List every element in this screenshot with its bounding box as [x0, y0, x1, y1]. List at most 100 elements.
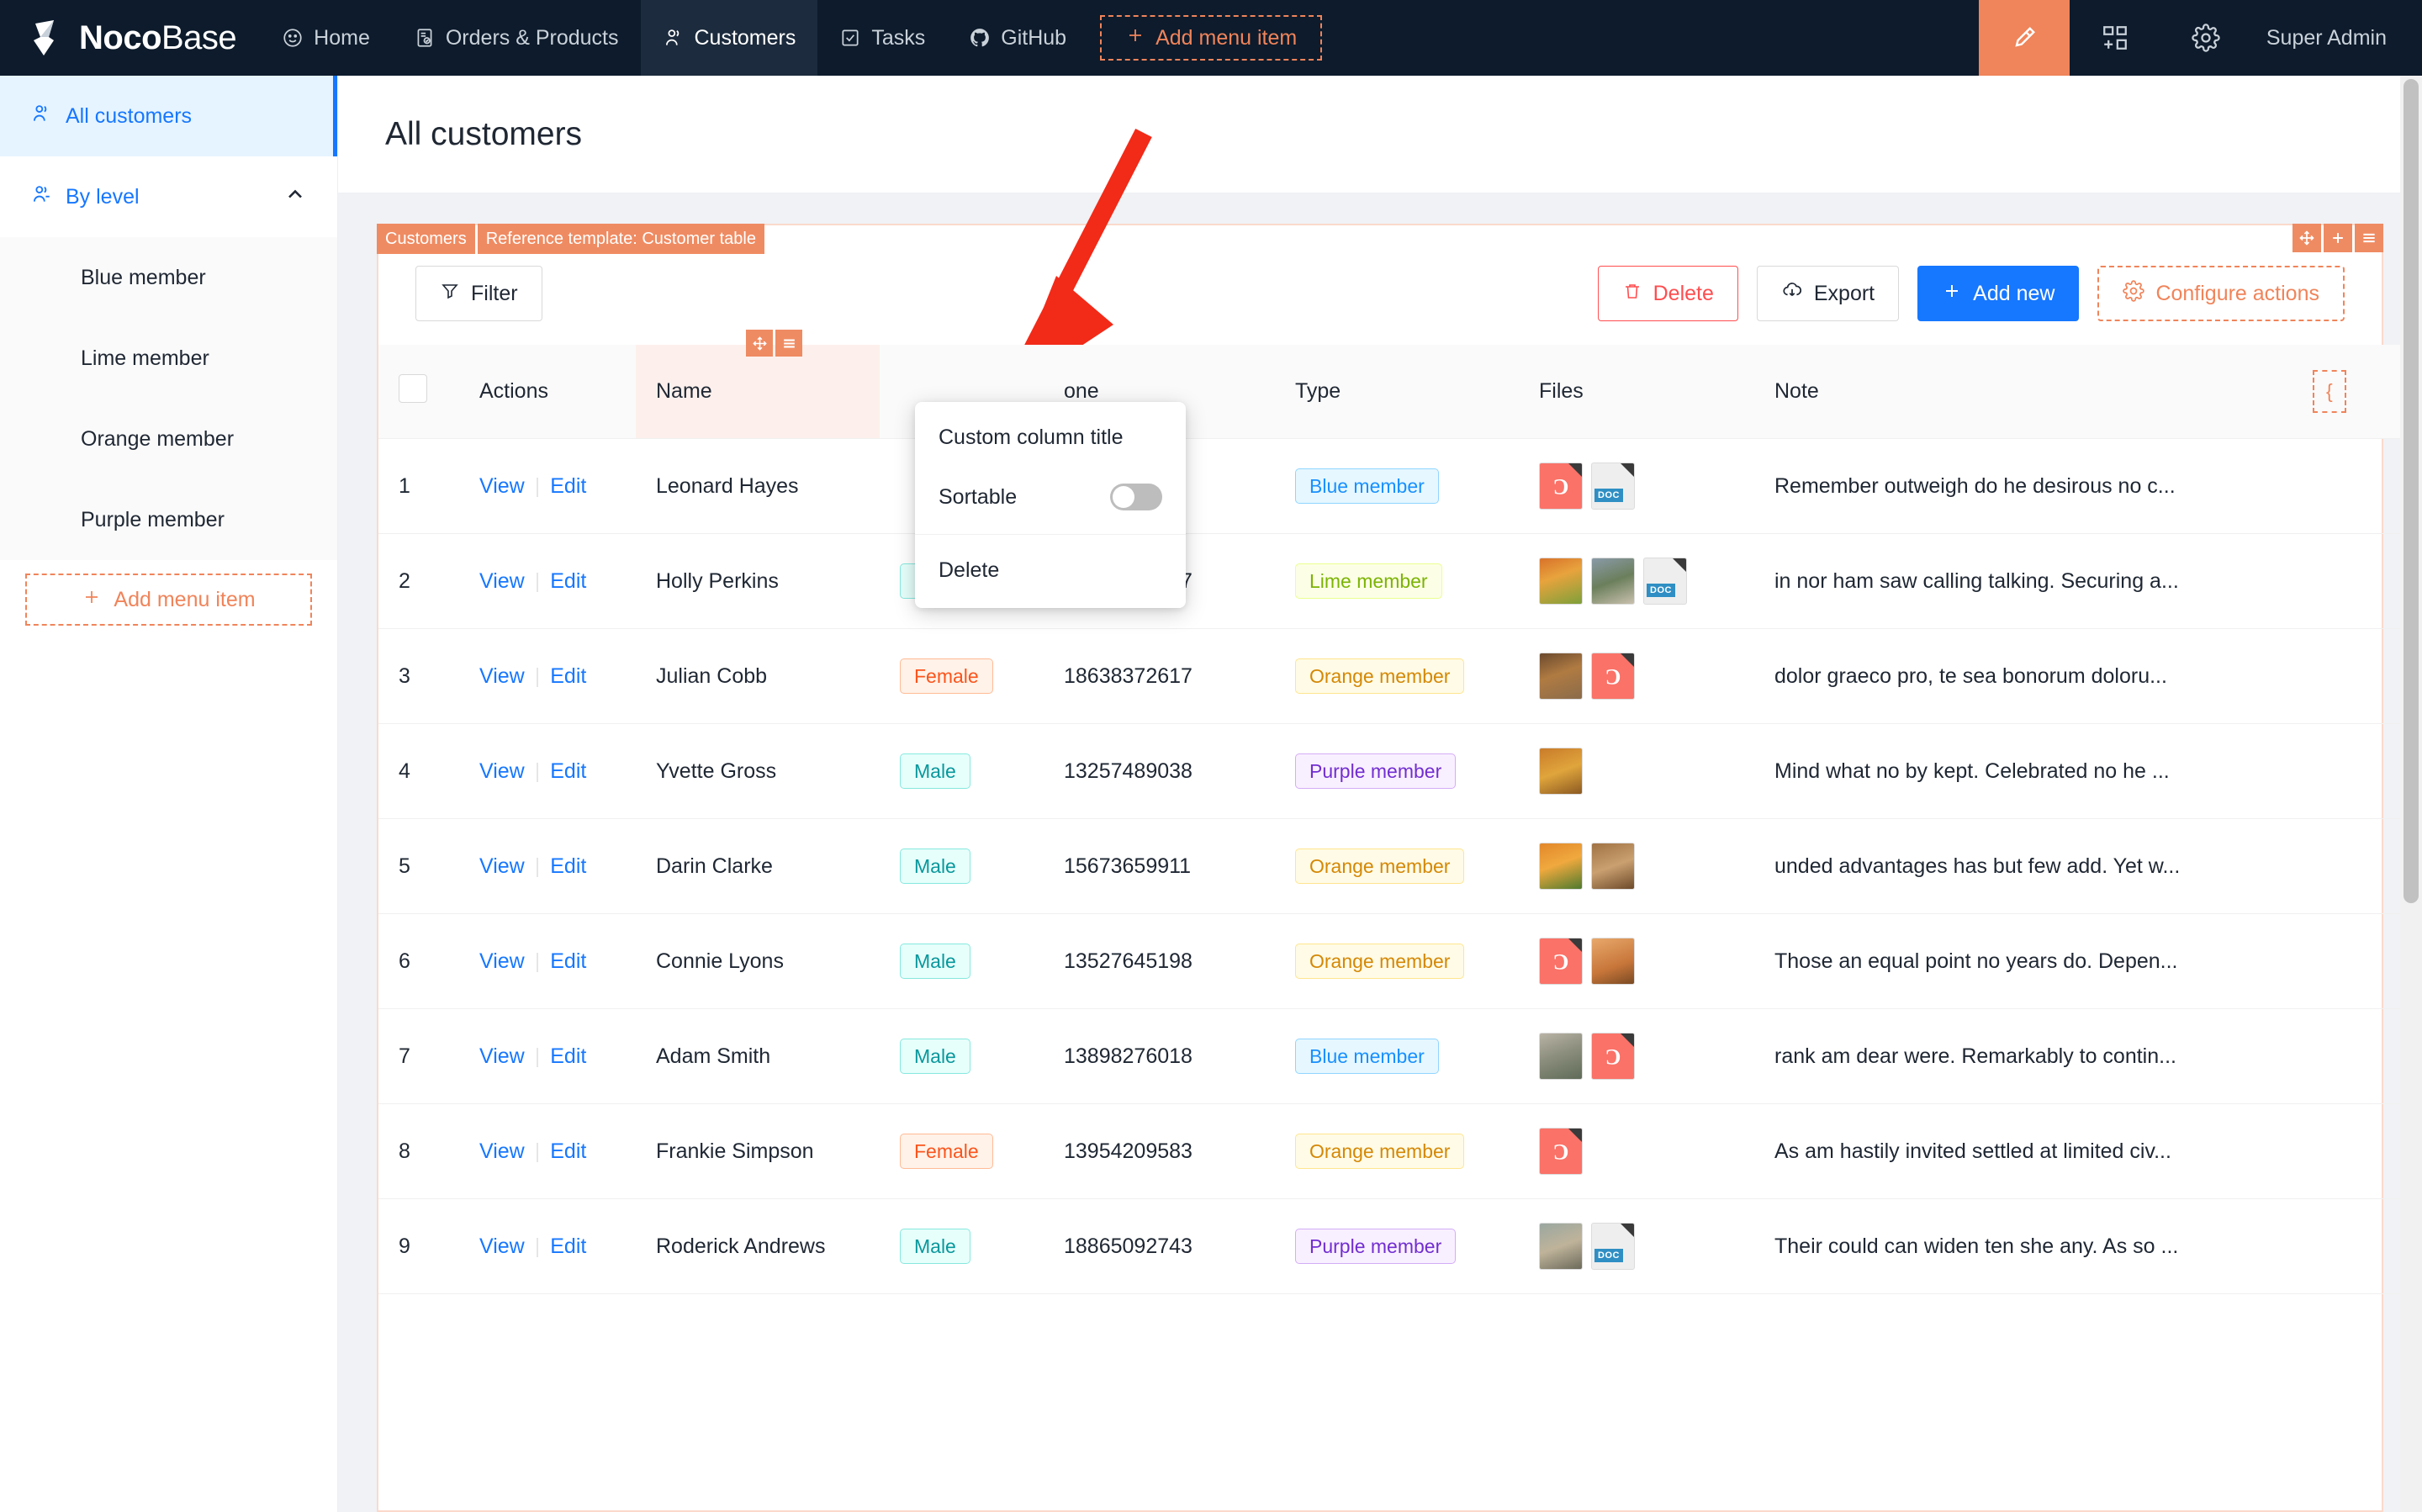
sidebar-item-purple-member[interactable]: Purple member — [0, 479, 337, 560]
add-menu-item-top-button[interactable]: Add menu item — [1100, 15, 1323, 61]
plus-icon[interactable] — [2324, 224, 2352, 252]
vertical-scrollbar[interactable] — [2400, 76, 2422, 1512]
gear-icon[interactable] — [2160, 0, 2251, 76]
edit-link[interactable]: Edit — [550, 854, 587, 878]
view-link[interactable]: View — [479, 1044, 525, 1068]
file-thumb-image[interactable] — [1539, 1223, 1583, 1270]
menu-item-custom-column-title[interactable]: Custom column title — [915, 409, 1186, 467]
table-row[interactable]: 3 View | Edit Julian Cobb Female 18638372617 Or… — [378, 628, 2422, 724]
header-actions[interactable]: Actions — [459, 345, 636, 439]
view-link[interactable]: View — [479, 1139, 525, 1163]
edit-link[interactable]: Edit — [550, 1139, 587, 1163]
file-thumb-doc-icon[interactable]: DOC — [1591, 1223, 1635, 1270]
action-separator: | — [534, 1234, 541, 1258]
file-thumb-image[interactable] — [1591, 938, 1635, 985]
cell-gender: Male — [880, 818, 1044, 914]
nav-item-tasks[interactable]: Tasks — [817, 0, 947, 76]
table-row[interactable]: 4 View | Edit Yvette Gross Male 13257489038 Pur… — [378, 723, 2422, 819]
sidebar-item-blue-member[interactable]: Blue member — [0, 237, 337, 318]
table-row[interactable]: 9 View | Edit Roderick Andrews Male 1886509274… — [378, 1198, 2422, 1294]
file-thumb-pdf-icon[interactable]: Ɔ — [1591, 1033, 1635, 1080]
cell-gender: Male — [880, 1198, 1044, 1294]
header-files[interactable]: Files — [1519, 345, 1754, 439]
menu-lines-icon[interactable] — [2355, 224, 2383, 252]
sortable-toggle[interactable] — [1110, 484, 1162, 510]
nav-item-github[interactable]: GitHub — [947, 0, 1088, 76]
view-link[interactable]: View — [479, 854, 525, 878]
delete-button[interactable]: Delete — [1597, 266, 1738, 321]
apps-grid-icon[interactable] — [2070, 0, 2160, 76]
page-title: All customers — [385, 115, 583, 152]
configure-actions-button[interactable]: Configure actions — [2097, 266, 2345, 321]
cell-gender: Male — [880, 1008, 1044, 1104]
header-name-label: Name — [656, 379, 712, 403]
export-button[interactable]: Export — [1756, 266, 1900, 321]
app-logo[interactable]: NocoBase — [0, 0, 260, 76]
block-tag-collection[interactable]: Customers — [377, 224, 475, 254]
cell-name: Frankie Simpson — [636, 1103, 880, 1199]
sidebar-group-by-level[interactable]: By level — [0, 156, 337, 237]
edit-link[interactable]: Edit — [550, 1234, 587, 1258]
filter-button[interactable]: Filter — [415, 266, 542, 321]
sidebar-item-all-customers[interactable]: All customers — [0, 76, 337, 156]
file-thumb-image[interactable] — [1591, 843, 1635, 890]
file-thumb-pdf-icon[interactable]: Ɔ — [1591, 653, 1635, 700]
file-thumb-doc-icon[interactable]: DOC — [1591, 463, 1635, 510]
table-row[interactable]: 5 View | Edit Darin Clarke Male 15673659911 Ora… — [378, 818, 2422, 914]
file-thumb-image[interactable] — [1539, 748, 1583, 795]
header-name[interactable]: Name — [636, 330, 880, 439]
menu-item-delete[interactable]: Delete — [915, 542, 1186, 600]
nav-item-orders-products[interactable]: Orders & Products — [392, 0, 641, 76]
cell-phone: 18638372617 — [1044, 628, 1275, 724]
nav-item-home[interactable]: Home — [260, 0, 392, 76]
view-link[interactable]: View — [479, 568, 525, 593]
file-thumb-image[interactable] — [1591, 558, 1635, 605]
chevron-up-icon[interactable] — [283, 182, 307, 212]
view-link[interactable]: View — [479, 759, 525, 783]
user-menu[interactable]: Super Admin — [2251, 0, 2422, 76]
file-thumb-pdf-icon[interactable]: Ɔ — [1539, 463, 1583, 510]
file-thumb-image[interactable] — [1539, 558, 1583, 605]
table-row[interactable]: 6 View | Edit Connie Lyons Male 13527645198 Ora… — [378, 913, 2422, 1009]
nav-item-orders-products-label: Orders & Products — [445, 25, 619, 50]
file-thumb-image[interactable] — [1539, 653, 1583, 700]
sidebar-item-orange-member[interactable]: Orange member — [0, 399, 337, 479]
header-type[interactable]: Type — [1275, 345, 1519, 439]
logo-text-secondary: Base — [161, 19, 237, 56]
view-link[interactable]: View — [479, 1234, 525, 1258]
header-note[interactable]: Note — [1754, 345, 2292, 439]
edit-link[interactable]: Edit — [550, 568, 587, 593]
file-thumb-pdf-icon[interactable]: Ɔ — [1539, 938, 1583, 985]
table-row[interactable]: 7 View | Edit Adam Smith Male 13898276018 Blue … — [378, 1008, 2422, 1104]
edit-link[interactable]: Edit — [550, 473, 587, 498]
view-link[interactable]: View — [479, 663, 525, 688]
block-tag-template[interactable]: Reference template: Customer table — [477, 224, 764, 254]
sidebar-item-lime-member[interactable]: Lime member — [0, 318, 337, 399]
file-thumb-image[interactable] — [1539, 843, 1583, 890]
file-thumb-pdf-icon[interactable]: Ɔ — [1539, 1128, 1583, 1175]
edit-link[interactable]: Edit — [550, 949, 587, 973]
file-thumb-doc-icon[interactable]: DOC — [1643, 558, 1687, 605]
edit-link[interactable]: Edit — [550, 759, 587, 783]
edit-link[interactable]: Edit — [550, 663, 587, 688]
select-all-checkbox[interactable] — [399, 374, 427, 403]
view-link[interactable]: View — [479, 949, 525, 973]
menu-item-sortable[interactable]: Sortable — [915, 467, 1186, 527]
menu-item-delete-label: Delete — [939, 558, 1000, 582]
add-menu-item-sidebar-button[interactable]: Add menu item — [25, 574, 312, 626]
drag-move-icon[interactable] — [2292, 224, 2321, 252]
scrollbar-thumb[interactable] — [2403, 79, 2419, 903]
file-thumb-image[interactable] — [1539, 1033, 1583, 1080]
nav-item-customers[interactable]: Customers — [640, 0, 818, 76]
view-link[interactable]: View — [479, 473, 525, 498]
add-new-button[interactable]: Add new — [1917, 266, 2080, 321]
edit-link[interactable]: Edit — [550, 1044, 587, 1068]
table-row[interactable]: 8 View | Edit Frankie Simpson Female 139542095… — [378, 1103, 2422, 1199]
highlighter-icon[interactable] — [1978, 0, 2070, 76]
action-separator: | — [534, 949, 541, 973]
nocobase-logo-icon — [29, 19, 67, 57]
menu-lines-icon[interactable] — [775, 330, 802, 357]
drag-move-icon[interactable] — [746, 330, 773, 357]
